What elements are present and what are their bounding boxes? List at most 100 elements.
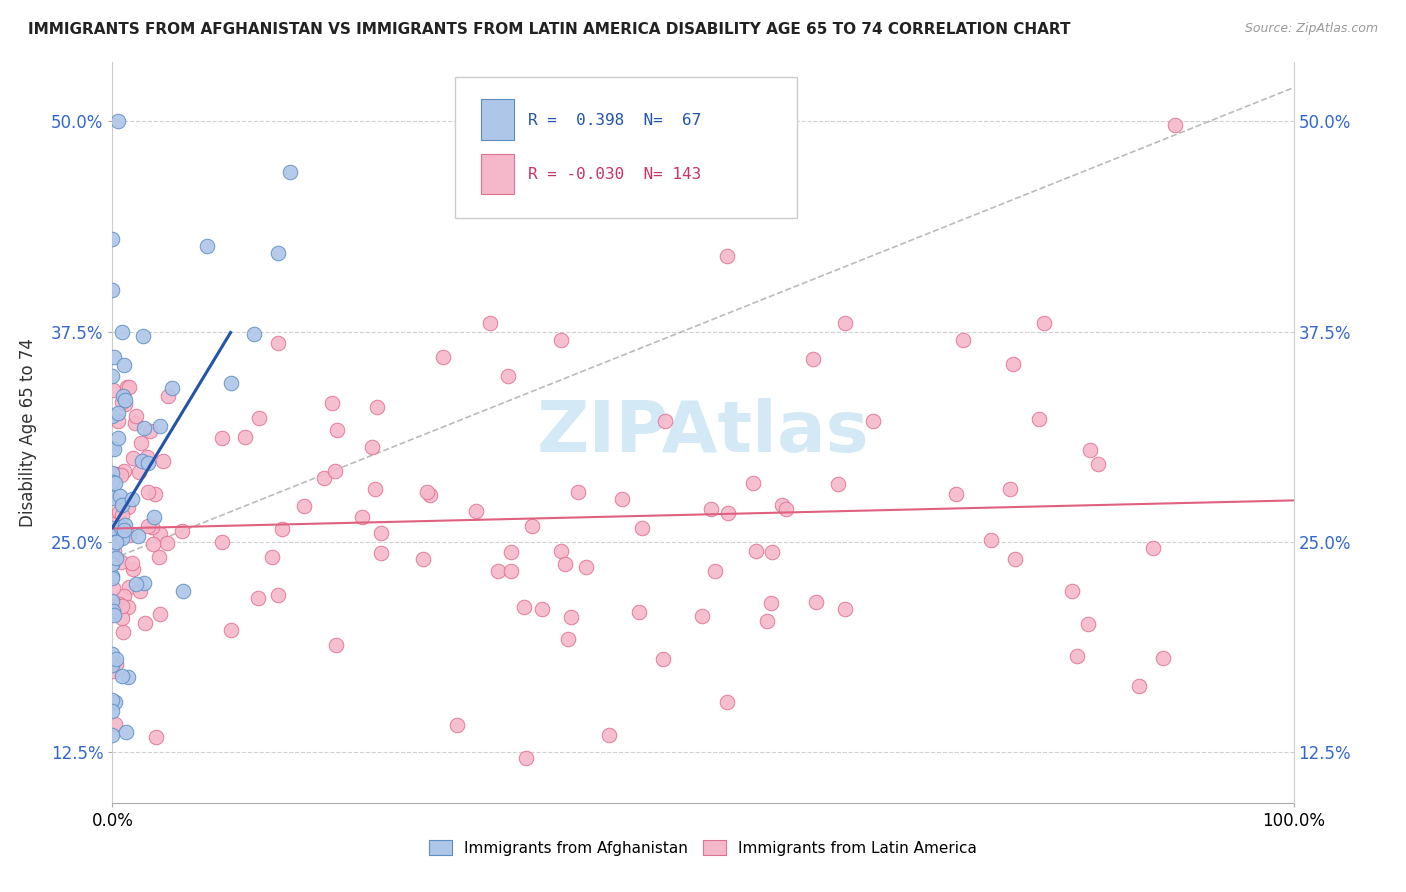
Point xyxy=(513,599,536,614)
Point xyxy=(105,467,128,482)
Point xyxy=(114,392,136,407)
Point xyxy=(352,510,374,524)
Point xyxy=(575,560,598,574)
Point xyxy=(160,381,183,395)
Point xyxy=(101,475,124,489)
Point xyxy=(366,401,388,415)
Point xyxy=(124,409,146,423)
Point xyxy=(111,498,134,512)
Point xyxy=(132,575,155,590)
Point xyxy=(1062,583,1084,598)
Point xyxy=(114,517,136,532)
Point xyxy=(1004,552,1026,566)
Point xyxy=(195,239,218,253)
Point xyxy=(111,508,134,522)
Point xyxy=(1142,541,1164,555)
Point xyxy=(486,565,509,579)
Point xyxy=(143,487,166,501)
Point xyxy=(157,389,180,403)
Point xyxy=(703,565,725,579)
Point xyxy=(139,424,162,438)
Point xyxy=(103,383,125,397)
Point xyxy=(1066,648,1088,663)
Point xyxy=(325,464,347,478)
Point xyxy=(530,601,553,615)
Point xyxy=(219,623,242,637)
Point xyxy=(419,488,441,502)
Point xyxy=(326,423,349,437)
Point xyxy=(107,527,129,541)
Point xyxy=(219,376,242,391)
Point xyxy=(112,464,135,478)
Point xyxy=(110,489,132,503)
Point xyxy=(1078,442,1101,457)
Point xyxy=(121,557,143,571)
Point xyxy=(101,569,124,583)
Point xyxy=(945,487,967,501)
Point xyxy=(550,543,572,558)
Point xyxy=(112,522,135,536)
Point xyxy=(560,610,582,624)
Point xyxy=(111,325,134,339)
Point xyxy=(112,590,135,604)
Y-axis label: Disability Age 65 to 74: Disability Age 65 to 74 xyxy=(18,338,37,527)
Point xyxy=(1152,651,1174,665)
Point xyxy=(716,249,738,263)
Point xyxy=(101,524,124,539)
Point xyxy=(135,450,157,464)
Point xyxy=(314,471,336,485)
Point xyxy=(172,524,194,538)
Point xyxy=(136,519,159,533)
Point xyxy=(103,516,125,531)
Point xyxy=(101,537,124,551)
Point xyxy=(101,540,124,554)
Point xyxy=(114,397,136,411)
Point xyxy=(862,414,884,428)
Point xyxy=(360,440,382,454)
Point xyxy=(370,526,392,541)
Point xyxy=(550,333,572,347)
FancyBboxPatch shape xyxy=(456,78,797,218)
Point xyxy=(122,450,145,465)
Point xyxy=(654,414,676,428)
Point xyxy=(101,466,124,480)
Point xyxy=(247,411,270,425)
Point xyxy=(496,368,519,383)
Point xyxy=(1033,316,1056,330)
Point xyxy=(101,557,124,571)
Point xyxy=(107,414,129,428)
Point xyxy=(148,549,170,564)
Point xyxy=(128,465,150,479)
Point xyxy=(278,165,301,179)
Point xyxy=(1128,680,1150,694)
Point xyxy=(101,550,124,565)
Text: ZIPAtlas: ZIPAtlas xyxy=(537,398,869,467)
Point xyxy=(107,114,129,128)
Point xyxy=(246,591,269,605)
Point xyxy=(103,543,125,558)
Point xyxy=(117,599,139,614)
Point xyxy=(211,535,233,549)
Point xyxy=(114,724,136,739)
Point xyxy=(129,435,152,450)
Point xyxy=(501,564,523,578)
Point xyxy=(111,389,134,403)
Point xyxy=(325,638,347,652)
Point xyxy=(129,584,152,599)
Point xyxy=(101,692,124,706)
Point xyxy=(111,394,134,409)
Point xyxy=(118,380,141,394)
Point xyxy=(101,283,124,297)
Point xyxy=(432,350,454,364)
Point xyxy=(145,731,167,745)
Point xyxy=(111,497,134,511)
Point xyxy=(1028,412,1050,426)
Point xyxy=(103,599,125,614)
Point xyxy=(101,521,124,535)
Point xyxy=(321,396,343,410)
Point xyxy=(834,602,856,616)
Point xyxy=(172,584,194,599)
Point xyxy=(101,441,124,455)
Point xyxy=(1002,357,1025,371)
Point xyxy=(112,523,135,537)
